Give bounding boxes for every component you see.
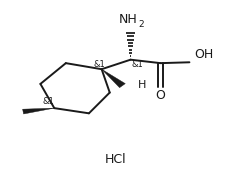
Text: HCl: HCl (105, 153, 126, 166)
Text: NH: NH (119, 13, 138, 26)
Text: 2: 2 (138, 20, 144, 29)
Text: &1: &1 (93, 60, 105, 69)
Text: &1: &1 (43, 97, 55, 106)
Text: &1: &1 (132, 60, 143, 69)
Polygon shape (102, 69, 125, 88)
Text: H: H (137, 80, 146, 90)
Polygon shape (23, 108, 54, 114)
Text: O: O (156, 89, 165, 102)
Text: OH: OH (194, 48, 213, 61)
